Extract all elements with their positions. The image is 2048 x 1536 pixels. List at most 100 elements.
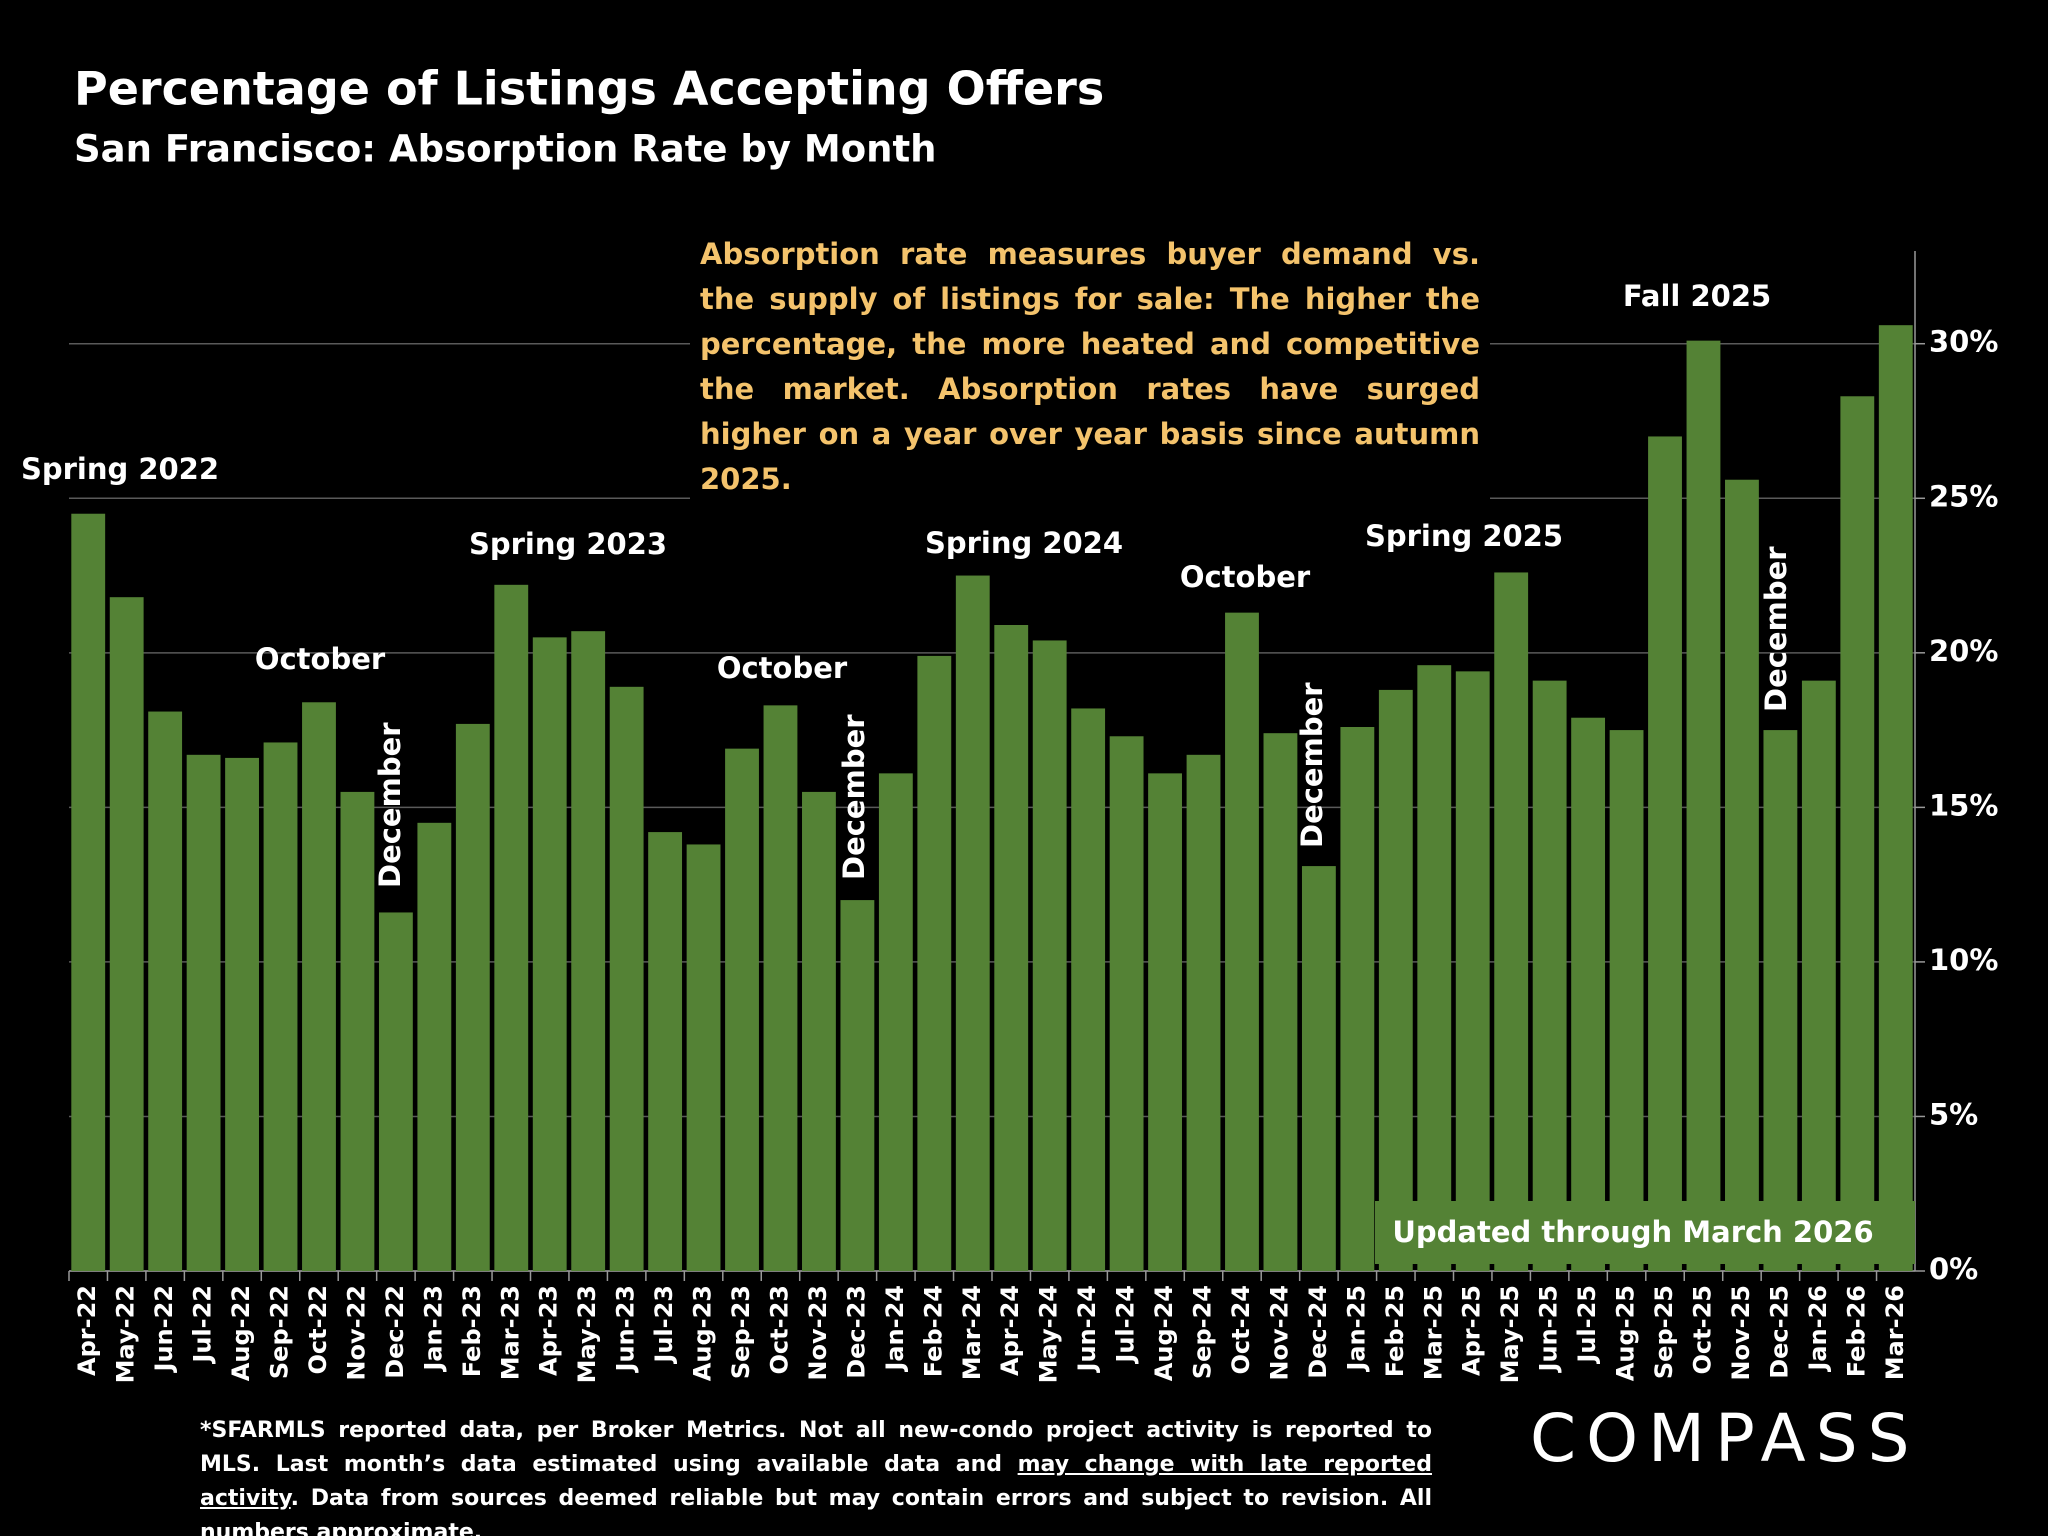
annotation-label: Fall 2025 — [1623, 279, 1771, 313]
bar — [455, 723, 490, 1271]
y-tick-label: 20% — [1929, 634, 1998, 668]
logo: COMPASS — [1530, 1400, 1920, 1477]
x-tick-label: Aug-25 — [1612, 1285, 1640, 1381]
x-tick-label: Feb-25 — [1381, 1285, 1409, 1377]
bar — [1609, 730, 1644, 1271]
x-tick-label: Mar-23 — [496, 1285, 524, 1380]
bar — [1571, 717, 1606, 1271]
x-tick-label: Apr-22 — [73, 1285, 101, 1376]
annotation-label: October — [255, 642, 386, 676]
footnote-text: . Data from sources deemed reliable but … — [200, 1486, 1432, 1536]
bar — [571, 631, 606, 1271]
annotation-label: October — [1180, 560, 1311, 594]
bar — [955, 575, 990, 1271]
x-tick-label: Apr-25 — [1458, 1285, 1486, 1376]
y-tick-label: 5% — [1929, 1097, 1978, 1131]
bar — [1494, 572, 1529, 1271]
x-tick-label: Dec-25 — [1765, 1285, 1793, 1379]
annotation-label: December — [837, 714, 871, 880]
x-tick-label: Dec-22 — [381, 1285, 409, 1379]
bar — [1301, 866, 1336, 1271]
bar — [1801, 680, 1836, 1271]
bar — [725, 748, 759, 1271]
x-tick-label: Jul-25 — [1573, 1285, 1601, 1365]
x-tick-label: Aug-23 — [689, 1285, 717, 1381]
bar — [1263, 733, 1298, 1271]
bar — [878, 773, 913, 1271]
x-tick-label: May-22 — [112, 1285, 140, 1383]
x-tick-label: Jan-23 — [419, 1285, 447, 1373]
bar — [1763, 730, 1798, 1271]
footnote-text: *SFARMLS reported data, per Broker Metri… — [200, 1418, 1432, 1477]
x-tick-label: Jul-22 — [189, 1285, 217, 1365]
bar — [763, 705, 798, 1271]
x-tick-label: Dec-24 — [1304, 1285, 1332, 1379]
bar — [1186, 754, 1221, 1271]
x-tick-label: May-25 — [1496, 1285, 1524, 1383]
bar — [494, 584, 529, 1271]
x-tick-label: Apr-23 — [535, 1285, 563, 1376]
bar — [1648, 436, 1682, 1271]
x-tick-label: Jul-23 — [650, 1285, 678, 1365]
annotation-note: Absorption rate measures buyer demand vs… — [690, 228, 1490, 506]
x-tick-label: Aug-24 — [1150, 1285, 1178, 1381]
bar — [1340, 727, 1375, 1271]
bar — [1225, 612, 1259, 1271]
x-tick-label: Nov-25 — [1727, 1285, 1755, 1381]
x-tick-label: Jun-24 — [1073, 1285, 1101, 1373]
x-tick-label: Feb-23 — [458, 1285, 486, 1377]
chart-subtitle: San Francisco: Absorption Rate by Month — [74, 128, 937, 171]
x-tick-label: Nov-22 — [342, 1285, 370, 1381]
bar — [263, 742, 298, 1271]
bar — [1109, 736, 1144, 1271]
annotation-label: Spring 2025 — [1365, 519, 1563, 553]
x-tick-label: Aug-22 — [227, 1285, 255, 1381]
x-tick-label: Oct-24 — [1227, 1285, 1255, 1374]
x-tick-label: Jan-25 — [1342, 1285, 1370, 1373]
x-tick-label: Feb-26 — [1842, 1285, 1870, 1377]
x-tick-label: Oct-25 — [1688, 1285, 1716, 1374]
annotation-label: Spring 2022 — [21, 452, 219, 486]
y-tick-label: 0% — [1929, 1252, 1978, 1286]
bar — [378, 912, 413, 1271]
x-tick-label: Sep-23 — [727, 1285, 755, 1379]
bar — [1455, 671, 1490, 1271]
annotation-label: December — [373, 722, 407, 888]
annotation-label: October — [717, 651, 848, 685]
updated-box — [1375, 1201, 1915, 1264]
x-tick-label: Nov-24 — [1265, 1285, 1293, 1381]
x-tick-label: Feb-24 — [919, 1285, 947, 1377]
bar — [225, 757, 259, 1271]
x-tick-label: Sep-24 — [1189, 1285, 1217, 1379]
x-tick-label: Nov-23 — [804, 1285, 832, 1381]
bar — [1417, 665, 1452, 1271]
x-tick-label: May-23 — [573, 1285, 601, 1383]
bar — [186, 754, 221, 1271]
y-tick-label: 15% — [1929, 788, 1998, 822]
bar — [1878, 325, 1913, 1271]
x-tick-label: Oct-22 — [304, 1285, 332, 1374]
bar — [840, 900, 875, 1271]
bar — [994, 625, 1029, 1271]
updated-label: Updated through March 2026 — [1392, 1215, 1873, 1249]
x-tick-label: Oct-23 — [765, 1285, 793, 1374]
bar — [686, 844, 721, 1271]
x-tick-label: Sep-25 — [1650, 1285, 1678, 1379]
x-tick-label: Jul-24 — [1112, 1285, 1140, 1365]
annotation-label: Spring 2024 — [925, 526, 1123, 560]
bar — [917, 655, 952, 1271]
bar — [532, 637, 567, 1271]
bar — [1725, 479, 1759, 1271]
bar — [1071, 708, 1106, 1271]
x-tick-label: Dec-23 — [842, 1285, 870, 1379]
bar — [148, 711, 183, 1271]
bar — [1840, 396, 1875, 1272]
bar — [1148, 773, 1182, 1271]
annotation-label: Spring 2023 — [469, 527, 667, 561]
bar — [109, 597, 144, 1271]
annotation-label: December — [1295, 682, 1329, 848]
annotation-label: December — [1759, 546, 1793, 712]
x-tick-label: Mar-25 — [1419, 1285, 1447, 1380]
x-tick-label: Jun-22 — [150, 1285, 178, 1373]
